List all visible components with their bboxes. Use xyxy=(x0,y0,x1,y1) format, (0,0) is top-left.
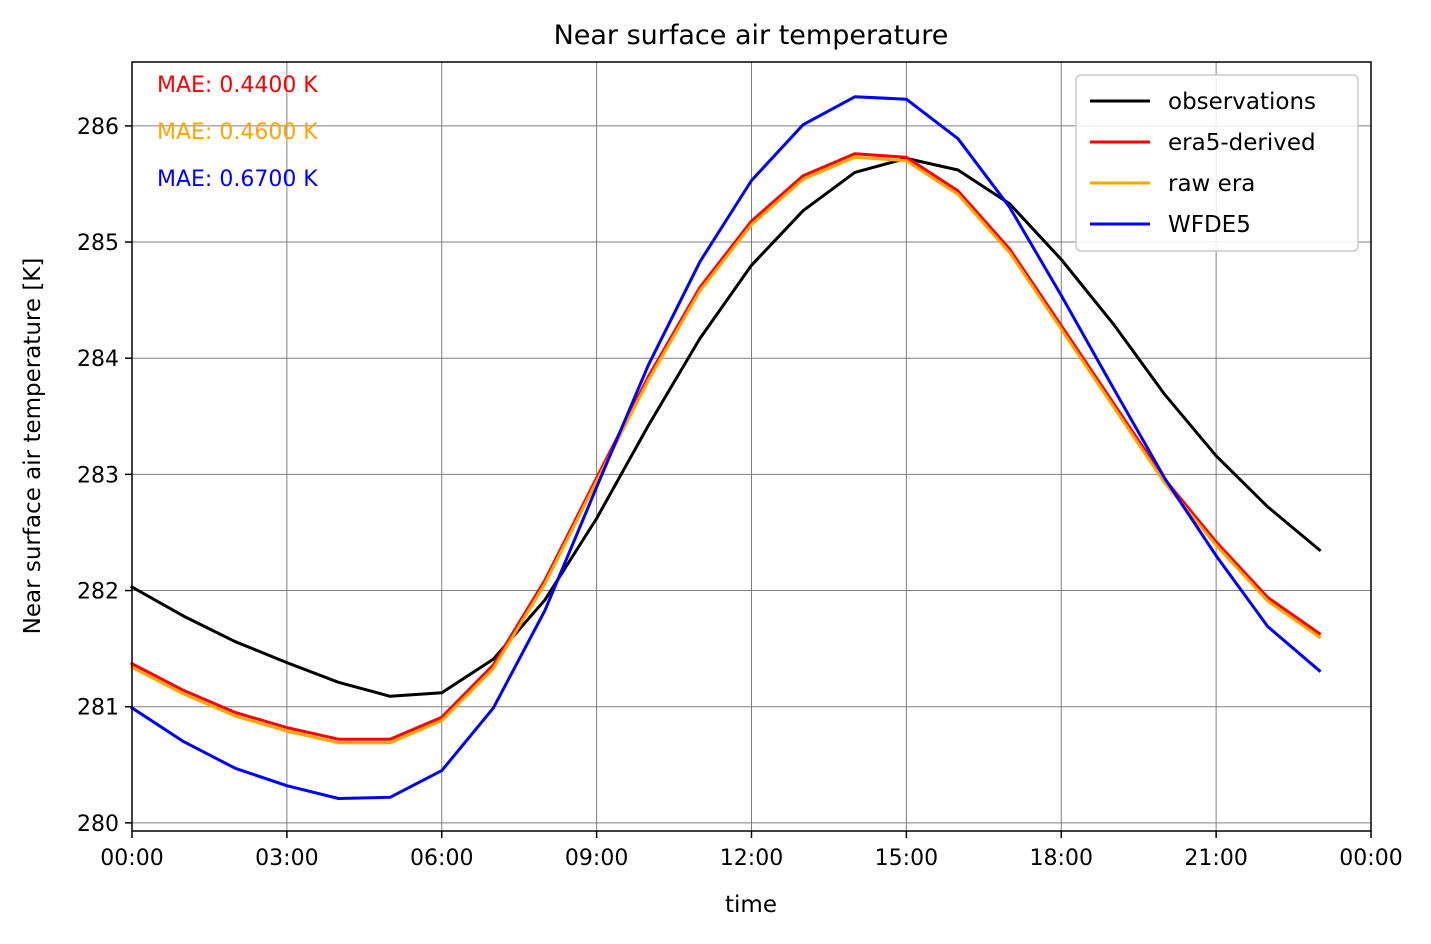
y-axis-label: Near surface air temperature [K] xyxy=(20,258,46,635)
mae-annotation: MAE: 0.4400 K xyxy=(157,73,318,98)
x-tick-label: 21:00 xyxy=(1184,846,1247,871)
series-line-raw-era xyxy=(129,155,1322,745)
chart-title: Near surface air temperature xyxy=(554,20,949,51)
grid-lines xyxy=(132,62,1371,831)
legend-entry: WFDE5 xyxy=(1168,212,1251,238)
x-tick-label: 03:00 xyxy=(255,846,318,871)
y-tick-label: 282 xyxy=(77,580,119,605)
y-tick-label: 285 xyxy=(77,231,119,256)
series-line-era5-derived xyxy=(129,152,1322,741)
x-tick-label: 09:00 xyxy=(565,846,628,871)
legend-entry: raw era xyxy=(1168,171,1255,197)
mae-annotations: MAE: 0.4400 K MAE: 0.4600 K MAE: 0.6700 K xyxy=(157,73,318,192)
x-tick-label: 00:00 xyxy=(100,846,163,871)
series-lines xyxy=(129,95,1322,800)
y-tick-label: 286 xyxy=(77,115,119,140)
mae-annotation: MAE: 0.6700 K xyxy=(157,167,318,192)
series-line-wfde5 xyxy=(129,95,1322,800)
x-tick-label: 00:00 xyxy=(1339,846,1402,871)
x-tick-label: 18:00 xyxy=(1030,846,1093,871)
legend: observations era5-derived raw era WFDE5 xyxy=(1075,74,1359,252)
y-tick-label: 280 xyxy=(77,812,119,837)
y-tick-label: 284 xyxy=(77,347,119,372)
axis-ticks: 00:00 03:00 06:00 09:00 12:00 15:00 18:00 21:00… xyxy=(77,115,1403,871)
x-axis-label: time xyxy=(725,892,777,918)
legend-box xyxy=(1075,74,1359,252)
y-tick-label: 283 xyxy=(77,463,119,488)
x-tick-label: 12:00 xyxy=(720,846,783,871)
legend-entry: observations xyxy=(1168,89,1316,115)
series-line-observations xyxy=(129,156,1322,698)
mae-annotation: MAE: 0.4600 K xyxy=(157,120,318,145)
x-tick-label: 06:00 xyxy=(410,846,473,871)
x-tick-label: 15:00 xyxy=(875,846,938,871)
legend-entry: era5-derived xyxy=(1168,130,1316,156)
y-tick-label: 281 xyxy=(77,696,119,721)
